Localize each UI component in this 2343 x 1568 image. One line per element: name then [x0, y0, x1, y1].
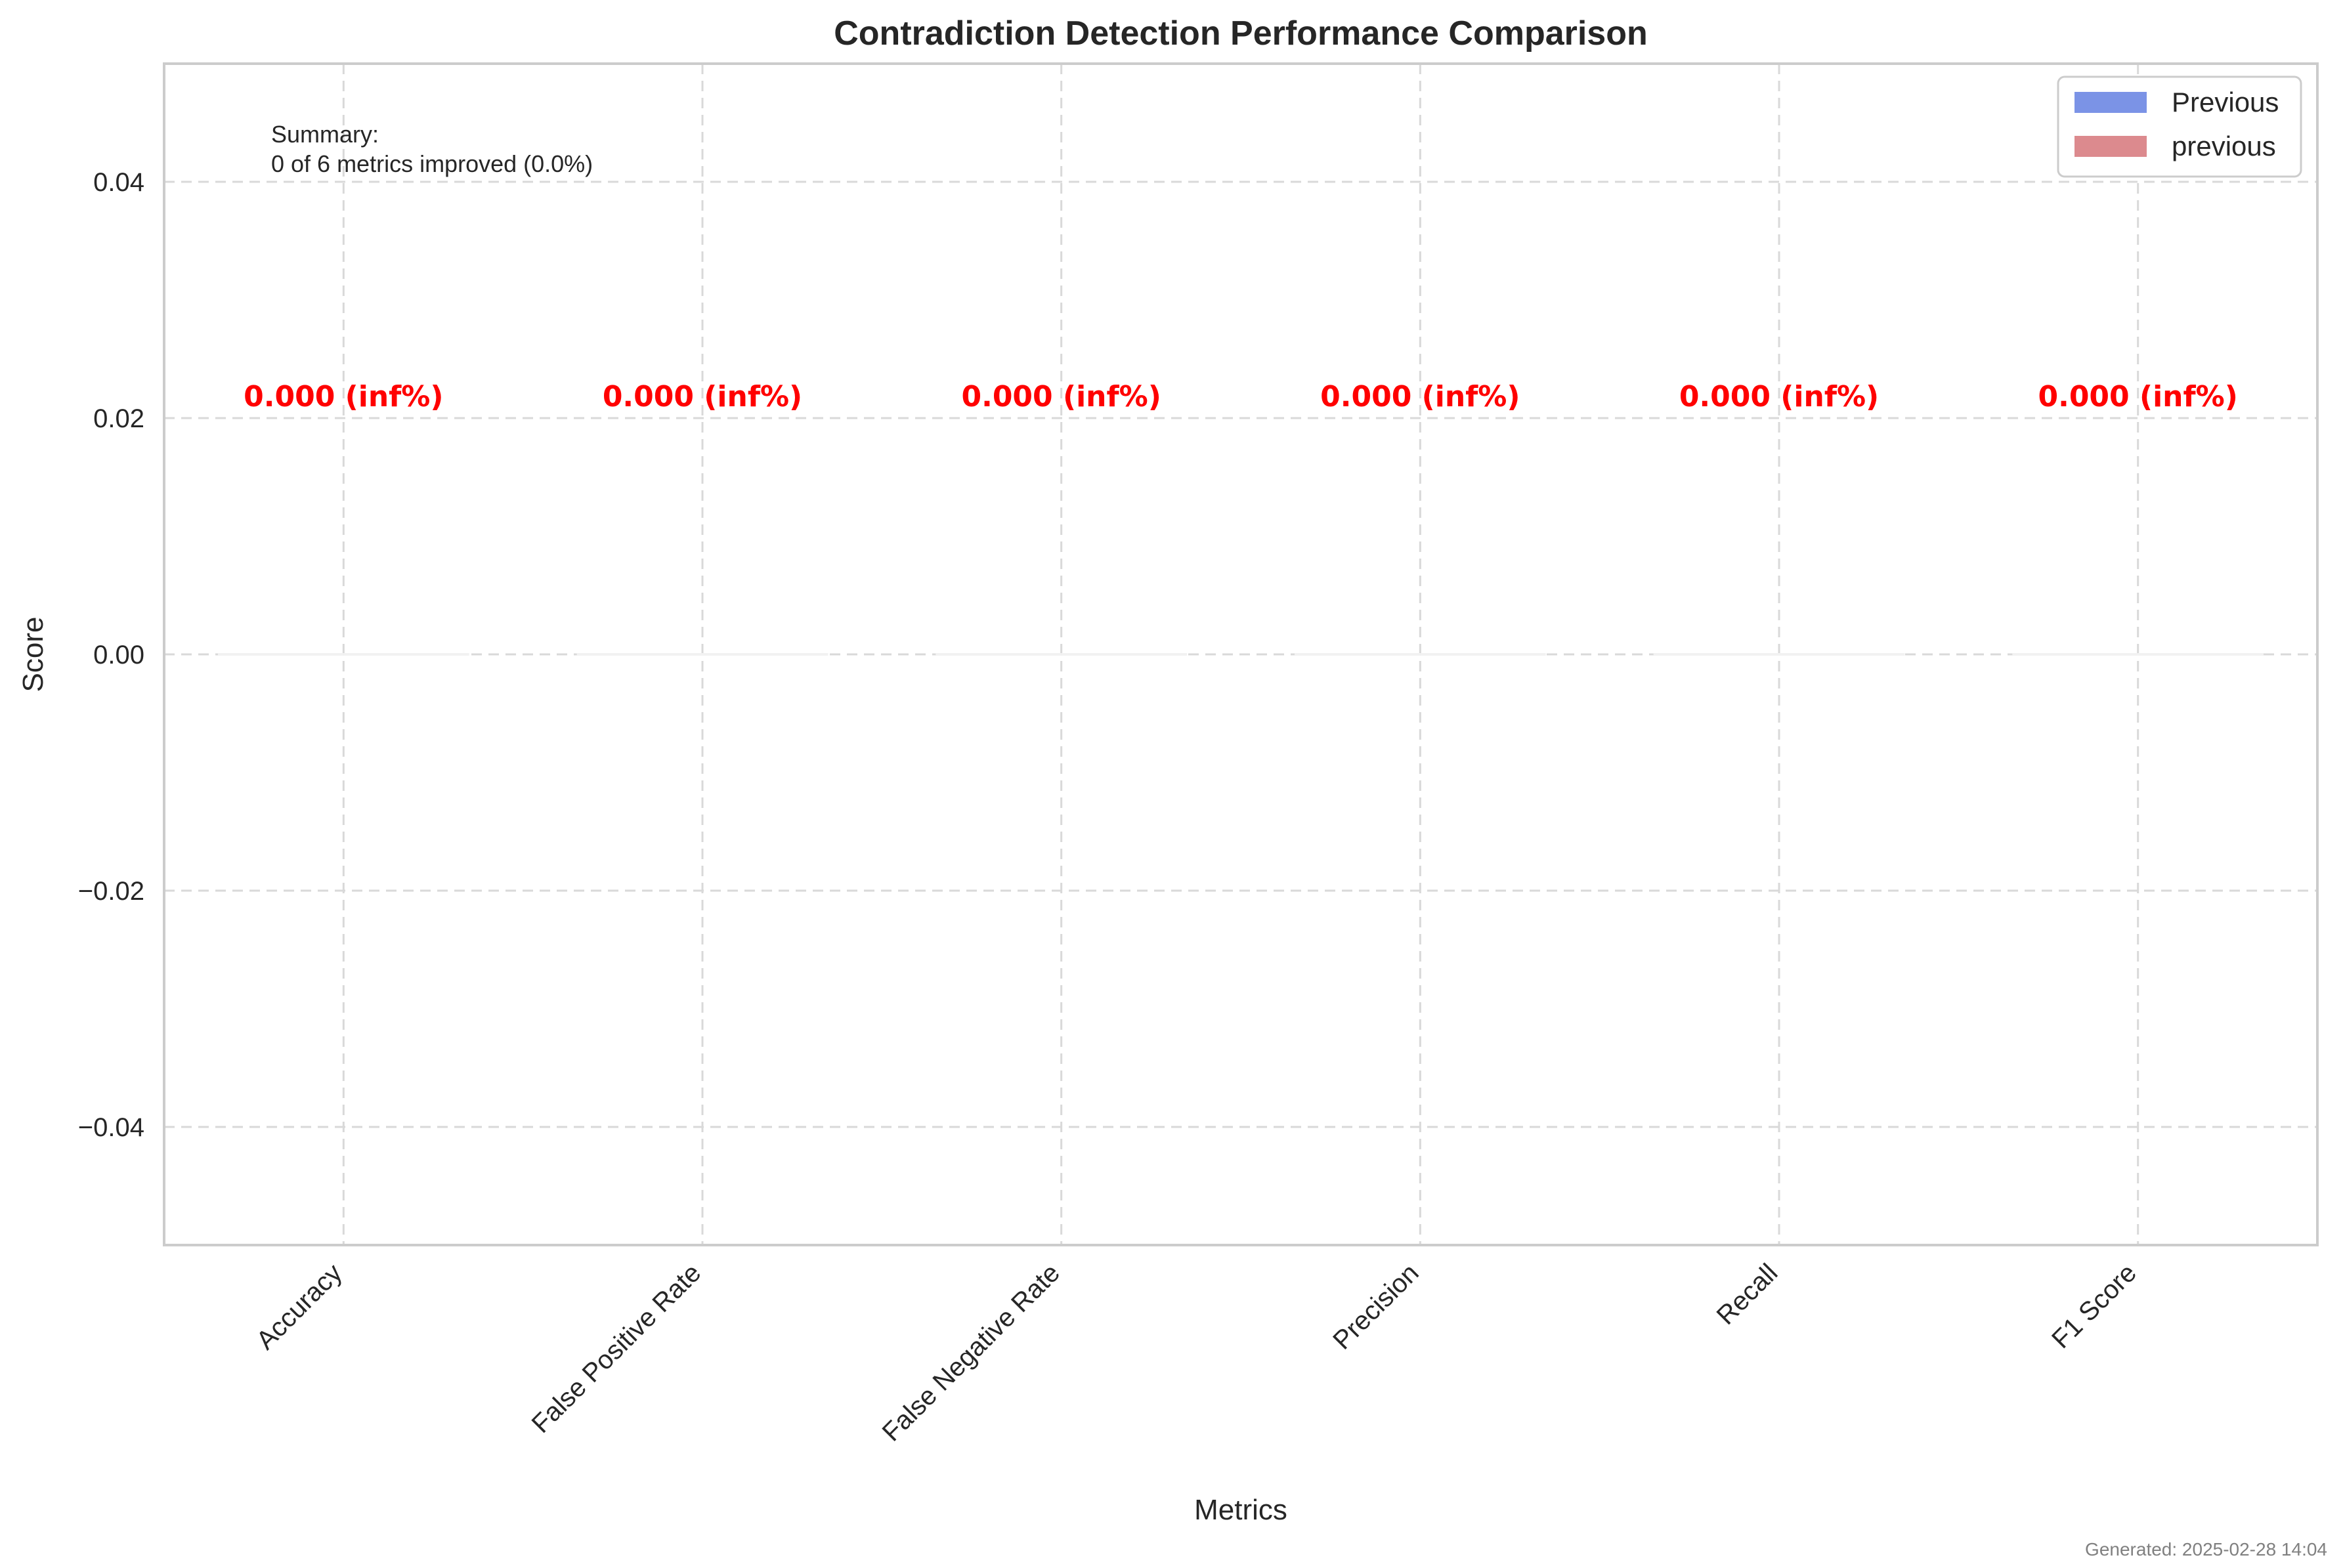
y-tick-label: −0.02	[78, 877, 144, 906]
y-axis-title: Score	[17, 617, 49, 692]
data-label: 0.000 (inf%)	[961, 380, 1161, 413]
data-label: 0.000 (inf%)	[1679, 380, 1879, 413]
y-tick-label: 0.02	[93, 404, 144, 433]
summary-detail: 0 of 6 metrics improved (0.0%)	[271, 150, 593, 177]
generated-timestamp: Generated: 2025-02-28 14:04	[2085, 1539, 2327, 1559]
data-label: 0.000 (inf%)	[2038, 380, 2237, 413]
plot-frame	[163, 62, 2319, 1246]
data-label: 0.000 (inf%)	[244, 380, 443, 413]
chart-title: Contradiction Detection Performance Comp…	[834, 14, 1648, 53]
legend-label-previous-lowercase: previous	[2172, 131, 2276, 161]
data-labels: 0.000 (inf%) 0.000 (inf%) 0.000 (inf%) 0.00…	[244, 380, 2238, 413]
y-tick-label: −0.04	[78, 1113, 144, 1142]
legend-label-previous: Previous	[2172, 87, 2279, 117]
legend: Previous previous	[2057, 75, 2302, 178]
y-tick-label: 0.00	[93, 641, 144, 669]
legend-swatch-previous	[2074, 92, 2147, 113]
y-tick-labels: −0.04 −0.02 0.00 0.02 0.04	[78, 168, 144, 1142]
summary-annotation: Summary: 0 of 6 metrics improved (0.0%)	[271, 121, 593, 177]
data-label: 0.000 (inf%)	[1320, 380, 1520, 413]
legend-swatch-previous-lowercase	[2074, 136, 2147, 157]
y-tick-label: 0.04	[93, 168, 144, 197]
x-axis-title: Metrics	[1194, 1494, 1287, 1526]
summary-heading: Summary:	[271, 121, 379, 148]
data-label: 0.000 (inf%)	[603, 380, 802, 413]
